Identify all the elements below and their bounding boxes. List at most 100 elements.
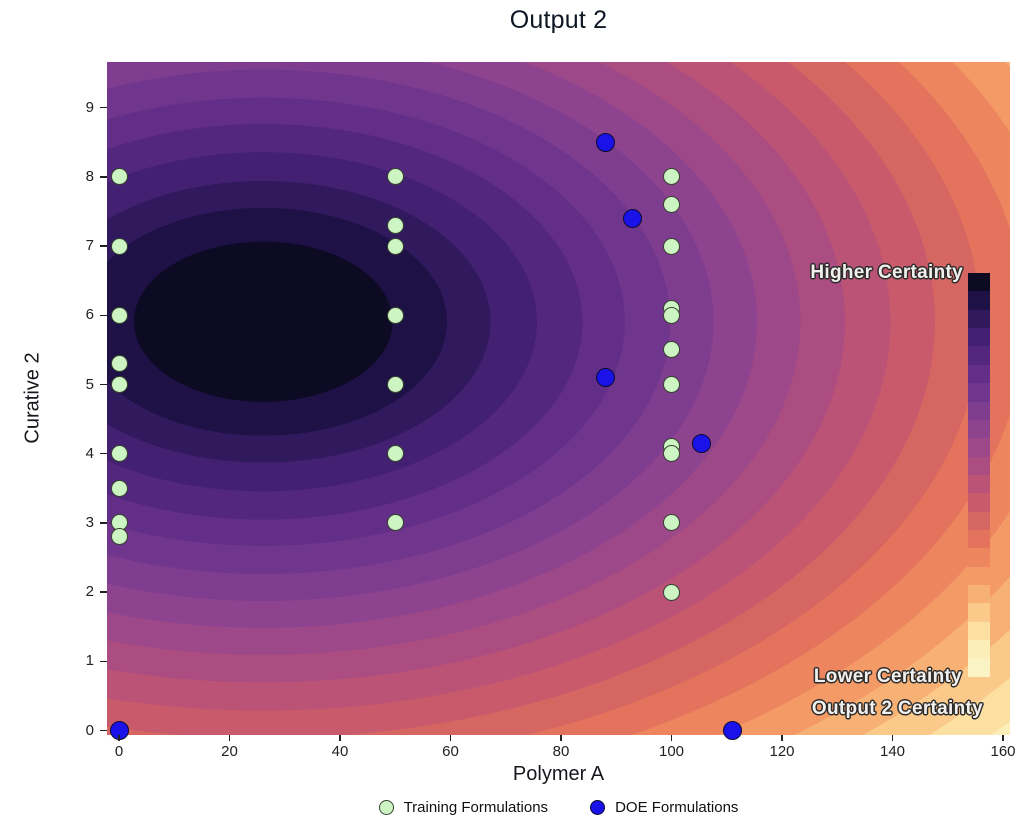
legend-item-training: Training Formulations xyxy=(378,799,549,816)
y-tick-mark xyxy=(100,314,107,317)
x-axis-label: Polymer A xyxy=(512,763,605,785)
training-point xyxy=(386,237,404,255)
x-tick-mark xyxy=(670,735,673,741)
colorbar-segment xyxy=(968,548,990,567)
colorbar-segment xyxy=(968,419,990,439)
y-tick-label: 4 xyxy=(85,444,94,462)
training-point xyxy=(386,306,404,324)
y-tick-label: 8 xyxy=(85,167,94,185)
training-point xyxy=(663,376,680,393)
plot-area: Higher Certainty Lower Certainty Output … xyxy=(107,62,1010,740)
doe-point xyxy=(595,132,615,152)
x-tick-mark xyxy=(1002,735,1004,741)
x-tick-label: 100 xyxy=(658,743,685,760)
training-point xyxy=(663,237,680,255)
y-tick-mark xyxy=(100,660,107,663)
x-tick-label: 40 xyxy=(331,743,349,760)
training-point xyxy=(663,514,680,532)
y-tick-label: 6 xyxy=(85,306,94,324)
y-tick-mark xyxy=(100,176,107,178)
colorbar-segment xyxy=(968,291,990,310)
x-tick-mark xyxy=(891,735,894,741)
y-tick-mark xyxy=(100,729,107,732)
doe-swatch-icon xyxy=(590,800,606,815)
x-tick-label: 140 xyxy=(879,743,906,760)
colorbar-segment xyxy=(968,456,990,475)
colorbar-segment xyxy=(968,346,990,365)
contour-field xyxy=(107,62,1010,735)
legend: Training Formulations DOE Formulations xyxy=(107,799,1010,816)
colorbar-segment xyxy=(968,530,990,549)
legend-label-doe: DOE Formulations xyxy=(615,799,739,816)
legend-label-training: Training Formulations xyxy=(403,799,549,816)
training-point xyxy=(110,306,128,324)
colorbar-segment xyxy=(968,401,990,420)
y-tick-label: 2 xyxy=(85,583,94,601)
training-point xyxy=(386,376,404,393)
training-swatch-icon xyxy=(378,800,394,815)
training-point xyxy=(386,514,404,532)
training-point xyxy=(663,445,680,463)
colorbar-segment xyxy=(968,621,990,641)
training-point xyxy=(386,445,404,463)
x-tick-mark xyxy=(228,735,231,741)
colorbar-segment xyxy=(968,511,990,531)
y-tick-mark xyxy=(100,106,107,109)
x-tick-label: 0 xyxy=(114,743,124,760)
training-point xyxy=(386,216,404,234)
training-point xyxy=(663,196,680,214)
x-tick-label: 60 xyxy=(442,743,459,760)
y-tick-label: 1 xyxy=(85,652,94,670)
training-point xyxy=(386,168,404,186)
y-tick-mark xyxy=(100,591,107,593)
doe-point xyxy=(595,368,615,388)
training-point xyxy=(110,355,128,373)
colorbar-segment xyxy=(968,309,990,329)
x-tick-mark xyxy=(339,735,341,741)
training-point xyxy=(663,583,680,601)
doe-point xyxy=(623,208,643,228)
certainty-scale-title: Output 2 Certainty xyxy=(811,698,983,719)
colorbar-segment xyxy=(968,474,990,494)
x-tick-label: 160 xyxy=(990,743,1016,760)
training-point xyxy=(110,528,128,546)
y-axis-label: Curative 2 xyxy=(21,352,44,444)
y-tick-label: 0 xyxy=(85,721,94,739)
colorbar-segment xyxy=(968,493,990,512)
training-point xyxy=(110,168,128,186)
y-tick-label: 9 xyxy=(85,98,94,116)
colorbar-segment xyxy=(968,364,990,384)
training-point xyxy=(110,237,128,255)
x-tick-label: 20 xyxy=(221,743,238,760)
points-layer xyxy=(107,62,1010,740)
y-tick-mark xyxy=(100,522,107,524)
y-tick-mark xyxy=(100,383,107,386)
x-tick-mark xyxy=(781,735,783,741)
doe-point xyxy=(692,433,712,453)
colorbar-segment xyxy=(968,640,990,659)
x-tick-mark xyxy=(560,735,562,741)
training-point xyxy=(110,479,128,497)
training-point xyxy=(663,168,680,186)
doe-point xyxy=(722,721,742,740)
y-tick-label: 3 xyxy=(85,513,94,531)
colorbar-segment xyxy=(968,585,990,604)
x-tick-mark xyxy=(449,735,452,741)
y-tick-label: 5 xyxy=(85,375,94,393)
x-tick-label: 80 xyxy=(552,743,570,760)
training-point xyxy=(663,341,680,359)
colorbar-segment xyxy=(968,658,990,677)
colorbar-segment xyxy=(968,273,990,292)
colorbar-segment xyxy=(968,566,990,586)
lower-certainty-label: Lower Certainty xyxy=(813,666,962,687)
training-point xyxy=(110,376,128,393)
certainty-colorbar xyxy=(968,273,990,677)
x-tick-label: 120 xyxy=(769,743,795,760)
legend-item-doe: DOE Formulations xyxy=(590,799,738,816)
y-tick-mark xyxy=(100,452,107,455)
x-tick-mark xyxy=(118,735,120,741)
colorbar-segment xyxy=(968,328,990,347)
chart-title: Output 2 xyxy=(509,6,608,34)
training-point xyxy=(663,306,680,324)
